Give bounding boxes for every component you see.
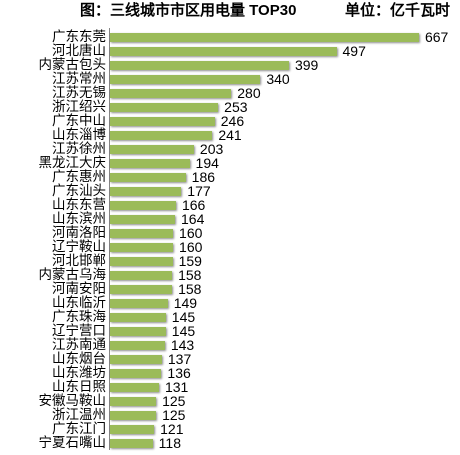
chart-title: 图：三线城市市区用电量 TOP30 — [80, 2, 297, 19]
value-label-13: 166 — [181, 197, 206, 213]
category-label-1: 广东东莞 — [52, 29, 106, 44]
value-label-16: 160 — [179, 239, 203, 255]
bar-17 — [110, 256, 173, 266]
category-label-4: 江苏常州 — [52, 71, 106, 86]
bar-15 — [110, 228, 174, 238]
bar-10 — [110, 158, 190, 168]
bar-8 — [110, 130, 213, 140]
category-label-20: 山东临沂 — [52, 295, 106, 310]
bar-1 — [110, 32, 419, 42]
value-label-22: 145 — [171, 323, 196, 339]
value-label-3: 399 — [294, 57, 319, 73]
value-label-27: 125 — [162, 393, 186, 409]
bar-3 — [110, 60, 289, 70]
bar-29 — [110, 424, 155, 434]
bar-6 — [110, 102, 219, 112]
value-label-24: 137 — [167, 351, 192, 367]
category-label-10: 黑龙江大庆 — [38, 155, 107, 170]
category-label-12: 广东汕头 — [52, 183, 106, 198]
category-label-29: 广东江门 — [52, 421, 106, 436]
bar-2 — [110, 46, 337, 56]
category-label-23: 江苏南通 — [52, 337, 106, 352]
value-label-29: 121 — [160, 421, 184, 437]
value-label-12: 177 — [187, 183, 211, 199]
bar-13 — [110, 200, 176, 210]
category-label-17: 河北邯郸 — [52, 253, 106, 268]
category-label-2: 河北唐山 — [52, 43, 106, 58]
bar-11 — [110, 172, 186, 182]
category-label-11: 广东惠州 — [52, 169, 106, 184]
category-label-22: 辽宁营口 — [52, 323, 106, 338]
bar-30 — [110, 438, 153, 448]
value-label-5: 280 — [237, 85, 261, 101]
category-label-25: 山东潍坊 — [52, 365, 106, 380]
bar-21 — [110, 312, 166, 322]
bar-22 — [110, 326, 166, 336]
category-label-24: 山东烟台 — [52, 351, 106, 366]
bar-19 — [110, 284, 173, 294]
bar-23 — [110, 340, 165, 350]
value-label-8: 241 — [218, 127, 242, 143]
bar-9 — [110, 144, 194, 154]
value-label-30: 118 — [158, 435, 181, 451]
category-label-28: 浙江温州 — [52, 407, 106, 422]
category-label-26: 山东日照 — [52, 379, 106, 394]
value-label-20: 149 — [173, 295, 198, 311]
value-label-1: 667 — [424, 29, 449, 45]
bar-20 — [110, 298, 168, 308]
value-label-9: 203 — [199, 141, 224, 157]
bar-27 — [110, 396, 157, 406]
bar-7 — [110, 116, 215, 126]
category-label-15: 河南洛阳 — [52, 225, 106, 240]
category-label-6: 浙江绍兴 — [52, 99, 106, 114]
category-label-5: 江苏无锡 — [52, 85, 106, 100]
category-label-27: 安徽马鞍山 — [38, 393, 107, 408]
category-label-9: 江苏徐州 — [52, 141, 106, 156]
value-label-26: 131 — [164, 379, 189, 395]
value-label-21: 145 — [171, 309, 196, 325]
value-label-28: 125 — [162, 407, 186, 423]
value-label-7: 246 — [220, 113, 245, 129]
bar-18 — [110, 270, 173, 280]
category-label-3: 内蒙古包头 — [38, 57, 107, 72]
category-label-13: 山东东营 — [52, 197, 106, 212]
bar-14 — [110, 214, 175, 224]
category-label-14: 山东滨州 — [52, 211, 106, 226]
value-label-25: 136 — [167, 365, 191, 381]
value-label-11: 186 — [191, 169, 216, 185]
value-label-4: 340 — [266, 71, 290, 87]
category-label-19: 河南安阳 — [52, 281, 106, 296]
value-label-14: 164 — [181, 211, 205, 227]
bar-25 — [110, 368, 162, 378]
category-label-16: 辽宁鞍山 — [52, 239, 106, 254]
value-label-19: 158 — [178, 281, 202, 297]
bar-4 — [110, 74, 261, 84]
value-label-15: 160 — [179, 225, 203, 241]
category-label-7: 广东中山 — [52, 113, 106, 128]
value-label-2: 497 — [342, 43, 366, 59]
category-axis-line — [109, 28, 110, 450]
value-label-10: 194 — [195, 155, 219, 171]
bar-24 — [110, 354, 162, 364]
bar-16 — [110, 242, 174, 252]
bar-28 — [110, 410, 157, 420]
value-label-18: 158 — [178, 267, 202, 283]
category-label-30: 宁夏石嘴山 — [38, 435, 107, 450]
bar-26 — [110, 382, 159, 392]
unit-label: 单位：亿千瓦时 — [345, 2, 451, 19]
bar-12 — [110, 186, 182, 196]
value-label-23: 143 — [170, 337, 195, 353]
value-label-17: 159 — [178, 253, 202, 269]
bar-5 — [110, 88, 232, 98]
value-label-6: 253 — [224, 99, 248, 115]
category-label-21: 广东珠海 — [52, 309, 106, 324]
category-label-18: 内蒙古乌海 — [38, 267, 107, 282]
category-label-8: 山东淄博 — [52, 127, 106, 142]
